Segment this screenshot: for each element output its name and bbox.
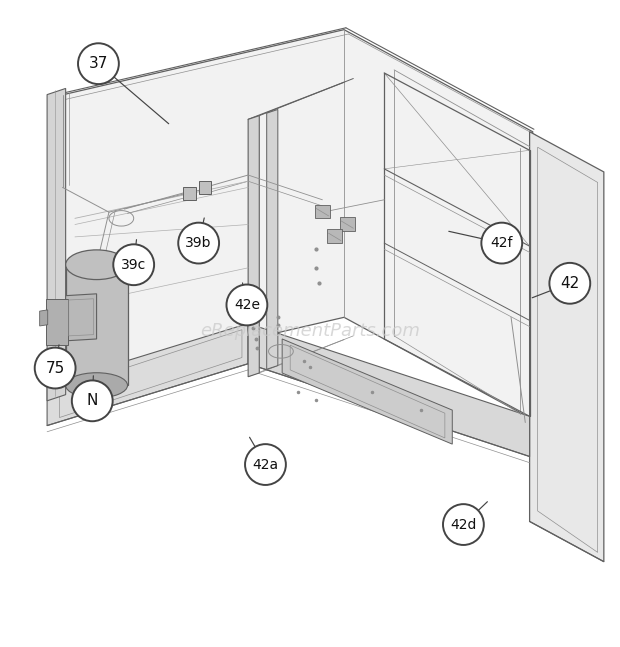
- Text: 42d: 42d: [450, 518, 477, 532]
- Text: 37: 37: [89, 56, 108, 71]
- Polygon shape: [282, 339, 452, 444]
- Polygon shape: [267, 109, 278, 369]
- Polygon shape: [248, 324, 529, 457]
- Text: 39b: 39b: [185, 236, 212, 250]
- Polygon shape: [47, 324, 248, 426]
- Circle shape: [226, 285, 267, 325]
- Circle shape: [178, 223, 219, 263]
- Polygon shape: [183, 188, 195, 200]
- Polygon shape: [529, 132, 604, 562]
- Polygon shape: [340, 217, 355, 231]
- Polygon shape: [248, 116, 259, 377]
- Text: 39c: 39c: [121, 258, 146, 272]
- Circle shape: [443, 504, 484, 545]
- Polygon shape: [66, 265, 128, 386]
- Text: 42: 42: [560, 276, 580, 291]
- Circle shape: [549, 263, 590, 303]
- Text: 75: 75: [45, 360, 64, 375]
- Circle shape: [481, 223, 522, 263]
- Circle shape: [78, 43, 119, 84]
- Circle shape: [72, 380, 113, 421]
- Ellipse shape: [66, 373, 128, 398]
- Polygon shape: [198, 181, 211, 193]
- Polygon shape: [40, 310, 48, 326]
- Polygon shape: [66, 294, 97, 341]
- Polygon shape: [327, 230, 342, 243]
- Polygon shape: [315, 204, 330, 218]
- Circle shape: [245, 444, 286, 485]
- Circle shape: [113, 245, 154, 285]
- Text: 42e: 42e: [234, 298, 260, 312]
- Ellipse shape: [66, 250, 128, 280]
- Text: 42a: 42a: [252, 457, 278, 472]
- Text: N: N: [87, 393, 98, 408]
- Polygon shape: [50, 30, 533, 419]
- Circle shape: [35, 347, 76, 388]
- Polygon shape: [47, 89, 66, 401]
- Text: eReplacementParts.com: eReplacementParts.com: [200, 322, 420, 340]
- Text: 42f: 42f: [490, 236, 513, 250]
- Polygon shape: [46, 299, 68, 345]
